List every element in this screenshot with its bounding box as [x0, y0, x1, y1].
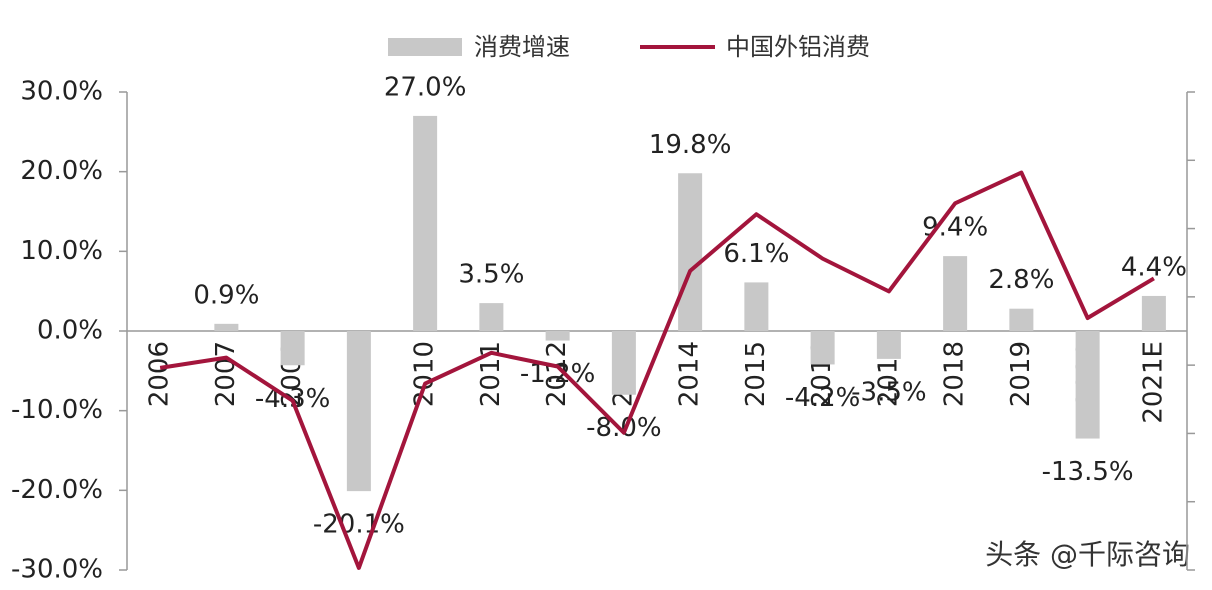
legend-swatch: [388, 38, 462, 56]
x-tick-label: 2015: [741, 341, 771, 407]
bar: [943, 256, 968, 331]
data-label: -13.5%: [1042, 457, 1134, 487]
y-tick-label: -20.0%: [11, 475, 103, 505]
bar: [678, 173, 703, 331]
bar: [346, 331, 371, 492]
x-tick-label: 2010: [410, 341, 440, 407]
legend-label: 消费增速: [474, 33, 570, 61]
data-label: 19.8%: [649, 130, 732, 160]
data-label: 4.4%: [1121, 252, 1187, 282]
x-tick-label: 2006: [145, 341, 175, 407]
x-tick-label: 2007: [211, 341, 241, 407]
data-label: 9.4%: [922, 213, 988, 243]
data-label: 0.9%: [193, 280, 259, 310]
bar: [413, 115, 438, 332]
bar: [876, 331, 901, 359]
data-label: 6.1%: [723, 239, 789, 269]
bar: [1009, 308, 1034, 331]
data-label: 3.5%: [458, 260, 524, 290]
y-tick-label: 10.0%: [20, 236, 103, 266]
data-label: 27.0%: [384, 72, 467, 102]
bar: [1141, 295, 1166, 331]
bar: [810, 331, 835, 365]
y-tick-label: -30.0%: [11, 555, 103, 585]
y-tick-label: 30.0%: [20, 77, 103, 107]
x-tick-label: 2014: [675, 341, 705, 407]
bar: [545, 331, 570, 341]
bar: [744, 282, 769, 331]
y-tick-label: 0.0%: [37, 316, 103, 346]
watermark: 头条 @千际咨询: [985, 538, 1190, 571]
data-label: -1.2%: [520, 359, 595, 389]
bar: [1075, 331, 1100, 439]
data-label: -4.2%: [785, 383, 860, 413]
bar: [214, 323, 239, 331]
x-tick-label: 2021E: [1138, 341, 1168, 424]
bar: [479, 303, 504, 331]
legend: 消费增速 中国外铝消费: [388, 33, 870, 61]
data-label: -20.1%: [313, 510, 405, 540]
legend-label: 中国外铝消费: [726, 33, 870, 61]
line: [159, 170, 1155, 570]
y-tick-label: 20.0%: [20, 156, 103, 186]
data-label: -3.5%: [851, 377, 926, 407]
bar: [611, 331, 636, 395]
x-tick-label: 2018: [940, 341, 970, 407]
bar: [280, 331, 305, 366]
x-tick-label: 2019: [1006, 341, 1036, 407]
data-label: 2.8%: [988, 265, 1054, 295]
y-tick-label: -10.0%: [11, 395, 103, 425]
